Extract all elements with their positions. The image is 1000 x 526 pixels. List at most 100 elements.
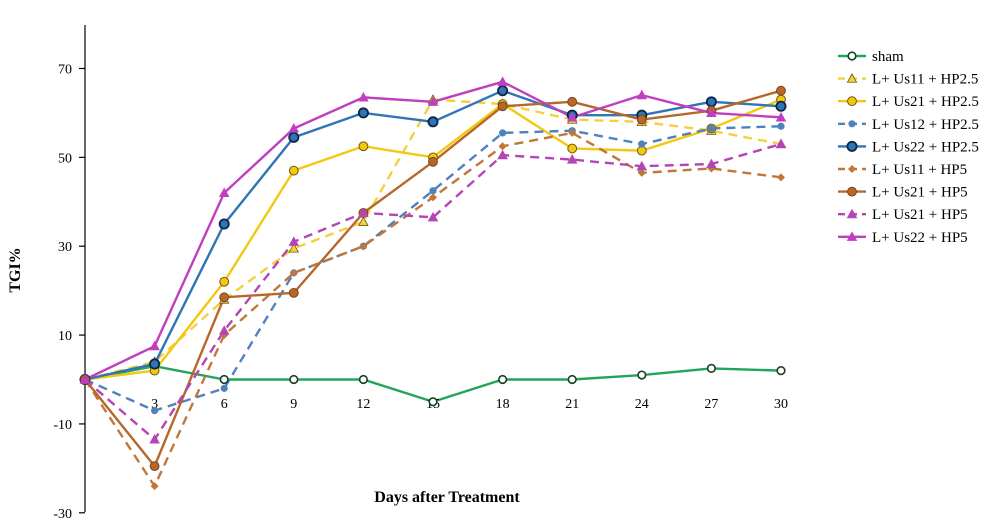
x-tick-label: 18 [496,397,510,412]
legend-label: L+ Us21 + HP2.5 [872,94,979,110]
legend-label: L+ Us22 + HP5 [872,230,968,246]
data-markers [79,76,787,491]
data-point-4-1 [149,358,161,370]
y-tick-label: 70 [58,62,72,77]
data-point-5-7 [568,128,577,137]
x-tick-label: 30 [774,397,788,412]
x-tick-label: 9 [290,397,297,412]
x-tick-label: 24 [635,397,649,412]
data-point-5-8 [637,168,646,177]
data-point-7-7 [566,154,578,164]
data-point-8-0 [79,374,91,384]
data-point-3-1 [151,407,159,415]
legend-label: L+ Us11 + HP2.5 [872,72,978,88]
data-point-6-5 [428,156,438,167]
y-tick-label: -10 [53,418,72,433]
data-point-5-3 [289,268,298,277]
legend-marker [848,120,856,128]
legend-label: L+ Us21 + HP5 [872,185,968,201]
data-point-1-3 [288,243,300,253]
data-point-7-2 [218,325,230,335]
legend-label: L+ Us11 + HP5 [872,162,967,178]
legend-label: L+ Us22 + HP2.5 [872,139,979,155]
series-line-1 [84,98,782,381]
data-point-7-3 [288,236,300,246]
legend-marker [846,73,858,83]
data-point-5-1 [150,482,159,491]
legend-marker [847,186,857,197]
data-point-7-4 [358,207,369,217]
data-point-3-6 [499,129,507,137]
data-point-7-6 [497,149,508,160]
data-point-0-3 [289,374,299,385]
data-point-8-5 [427,96,439,106]
series-line-7 [84,142,782,441]
data-point-4-10 [775,100,787,112]
x-tick-label: 12 [356,397,370,412]
data-point-2-4 [358,141,369,152]
data-point-8-9 [706,107,717,117]
data-point-8-4 [358,91,369,102]
series-line-5 [83,131,782,488]
legend-marker [846,208,858,219]
data-point-3-2 [220,384,228,392]
data-point-8-8 [636,89,648,100]
data-point-8-10 [775,111,787,122]
legend-marker [846,231,858,241]
legend-marker [846,140,858,152]
data-point-5-6 [498,142,507,151]
data-point-0-8 [637,370,647,380]
x-tick-label: 27 [704,397,718,412]
y-tick-label: -30 [53,507,72,522]
data-point-3-9 [707,124,716,133]
data-point-2-2 [219,276,230,287]
legend-label: sham [872,49,904,65]
data-point-0-10 [776,366,786,376]
data-point-0-4 [358,374,369,385]
legend-marker [847,96,857,107]
data-point-8-7 [566,111,578,122]
data-point-3-10 [777,122,785,130]
data-point-7-1 [149,434,160,444]
y-axis-title: TGI% [7,247,24,292]
y-tick-label: 10 [58,329,72,344]
series-line-2 [84,98,782,381]
data-point-4-3 [288,131,300,143]
data-point-2-3 [288,165,299,176]
data-point-6-1 [149,461,160,472]
data-point-8-6 [497,76,508,86]
x-tick-label: 3 [151,397,158,412]
data-point-6-2 [219,292,230,303]
data-point-5-5 [429,193,437,202]
y-tick-label: 30 [58,240,72,255]
data-point-2-7 [567,143,578,154]
data-point-6-10 [776,85,786,96]
data-point-0-7 [567,374,577,385]
legend-label: L+ Us12 + HP2.5 [872,117,979,133]
data-point-4-5 [427,116,439,128]
data-point-8-3 [288,123,300,133]
data-point-5-4 [359,242,368,251]
data-point-0-6 [498,374,508,385]
data-point-4-6 [497,85,509,97]
data-point-4-4 [357,107,369,119]
data-point-7-9 [706,158,717,169]
data-point-7-8 [636,160,648,171]
series-line-3 [84,125,782,412]
data-point-3-5 [429,187,437,195]
data-point-8-2 [218,187,230,197]
plot-lines [83,80,782,488]
series-line-4 [84,89,782,381]
data-point-1-4 [358,216,369,226]
data-point-0-2 [219,374,229,385]
data-point-6-6 [497,101,508,112]
data-point-4-2 [218,218,230,230]
legend-marker [848,165,856,173]
data-point-8-1 [149,340,160,351]
x-axis-title: Days after Treatment [374,489,520,506]
data-point-6-8 [636,114,647,125]
x-tick-label: 21 [565,397,579,412]
data-point-3-8 [638,140,646,148]
